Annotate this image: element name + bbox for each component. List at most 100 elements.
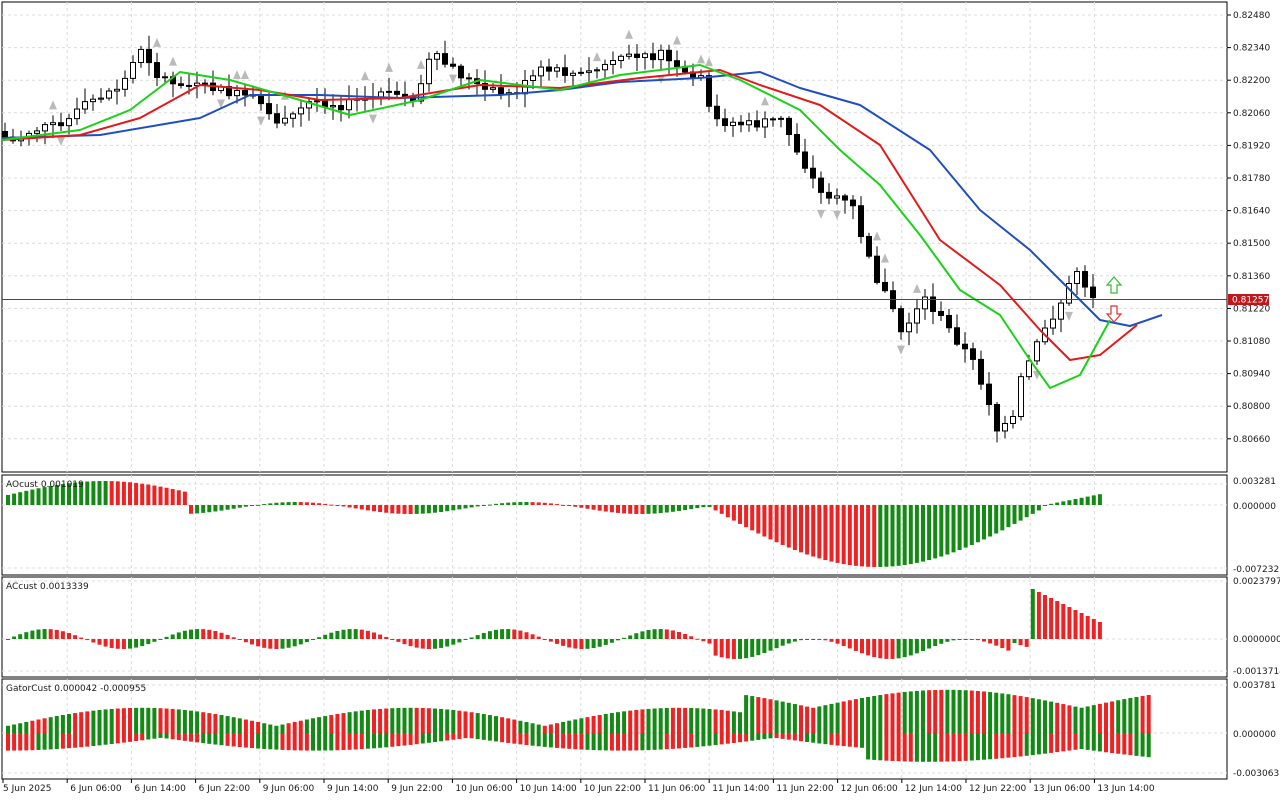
price-pane[interactable]: 0.82480 0.82340 0.82200 0.82060 0.81920 0.817… bbox=[1, 1, 1270, 473]
candle-body bbox=[842, 195, 848, 201]
ao-bar bbox=[847, 505, 852, 566]
ac-bar bbox=[1049, 598, 1054, 639]
gator-lower-bar bbox=[463, 733, 468, 739]
gator-lower-bar bbox=[487, 733, 492, 741]
ao-bar bbox=[744, 505, 749, 528]
gator-lower-bar bbox=[811, 733, 816, 743]
gator-lower-bar bbox=[439, 733, 444, 742]
down-arrow-icon bbox=[1105, 305, 1123, 323]
ao-bar bbox=[408, 505, 413, 514]
candle-body bbox=[530, 75, 536, 81]
ac-bar bbox=[768, 639, 773, 651]
gator-pane-frame bbox=[1, 678, 1228, 780]
candle bbox=[90, 94, 96, 111]
ao-bar bbox=[146, 484, 151, 505]
ac-bar bbox=[731, 639, 736, 659]
gator-lower-bar bbox=[823, 733, 828, 745]
gator-upper-bar bbox=[555, 723, 559, 733]
candlestick-series[interactable] bbox=[2, 35, 1096, 443]
ac-bar bbox=[365, 630, 370, 639]
ao-bar bbox=[988, 505, 993, 537]
ao-bar bbox=[664, 505, 669, 513]
gator-upper-bar bbox=[1012, 695, 1017, 733]
ao-bar bbox=[219, 505, 224, 511]
gator-upper-bar bbox=[957, 689, 962, 733]
candle bbox=[594, 67, 600, 79]
gator-lower-bar bbox=[573, 733, 578, 750]
gator-upper-bar bbox=[1110, 701, 1115, 733]
ac-bar bbox=[1036, 592, 1041, 639]
candle bbox=[906, 312, 912, 346]
gator-lower-bar bbox=[6, 733, 10, 751]
gator-lower-bar bbox=[725, 733, 730, 744]
candle-body bbox=[610, 60, 616, 65]
gator-upper-bar bbox=[1061, 704, 1066, 733]
gator-upper-bar bbox=[481, 714, 486, 733]
ao-bar bbox=[91, 481, 96, 505]
ac-bar bbox=[908, 639, 913, 656]
ao-bar bbox=[805, 505, 810, 555]
gator-lower-bar bbox=[420, 733, 425, 744]
candle-body bbox=[1018, 376, 1024, 417]
gator-upper-bar bbox=[817, 706, 822, 733]
candle bbox=[618, 54, 624, 69]
ac-bar bbox=[707, 639, 712, 644]
gator-upper-bar bbox=[67, 714, 71, 733]
gator-lower-bar bbox=[1061, 733, 1066, 752]
ac-bar bbox=[170, 634, 175, 639]
gator-upper-bar bbox=[853, 699, 858, 733]
ac-bar bbox=[152, 639, 157, 642]
gator-upper-bar bbox=[79, 712, 84, 733]
gator-upper-bar bbox=[646, 708, 651, 733]
ao-bar bbox=[121, 481, 126, 505]
ao-bar bbox=[457, 505, 462, 510]
gator-lower-bar bbox=[530, 733, 535, 746]
gator-upper-bar bbox=[731, 711, 736, 733]
ac-bar bbox=[835, 639, 840, 644]
gator-lower-bar bbox=[1079, 733, 1084, 750]
ac-bar bbox=[494, 629, 498, 639]
candle bbox=[738, 115, 744, 133]
ao-bar bbox=[603, 505, 608, 512]
gator-upper-bar bbox=[445, 709, 450, 733]
ao-pane[interactable]: AOcust 0.001019 0.003281 0.000000 -0.007… bbox=[1, 474, 1279, 576]
fractal-up-icon bbox=[697, 54, 705, 64]
gator-upper-bar bbox=[890, 693, 895, 733]
ac-pane[interactable]: ACcust 0.0013339 0.0023797 0.0000000 -0.… bbox=[1, 576, 1280, 678]
ac-bar bbox=[792, 639, 797, 642]
gator-pane[interactable]: GatorCust 0.000042 -0.000955 0.003781 0.… bbox=[1, 678, 1279, 780]
candle-body bbox=[50, 122, 56, 126]
candle bbox=[554, 64, 560, 78]
ac-bar bbox=[829, 639, 834, 642]
ao-bar bbox=[939, 505, 944, 557]
candle-body bbox=[274, 113, 280, 124]
ac-bar bbox=[1073, 610, 1078, 639]
gator-upper-bar bbox=[628, 710, 633, 733]
candle-body bbox=[570, 72, 576, 76]
ac-bar bbox=[841, 639, 846, 646]
ao-bar bbox=[414, 505, 419, 514]
ac-bar bbox=[256, 639, 261, 647]
ao-bar bbox=[323, 503, 328, 505]
gator-lower-bar bbox=[12, 733, 17, 751]
gator-upper-bar bbox=[1134, 696, 1139, 733]
ao-bar bbox=[439, 505, 444, 513]
gator-lower-bar bbox=[1091, 733, 1096, 751]
candle-body bbox=[738, 121, 744, 126]
price-scale-label: 0.81780 bbox=[1233, 174, 1270, 184]
candle bbox=[58, 112, 64, 132]
fractal-up-icon bbox=[625, 29, 633, 39]
gator-upper-bar bbox=[158, 708, 163, 733]
gator-lower-bar bbox=[567, 733, 572, 749]
ao-bar bbox=[597, 505, 602, 511]
gator-upper-bar bbox=[677, 707, 681, 733]
candle bbox=[1002, 415, 1008, 439]
time-axis-label: 11 Jun 14:00 bbox=[712, 784, 769, 794]
ac-bar bbox=[146, 639, 151, 645]
gator-lower-bar bbox=[36, 733, 41, 750]
candle-body bbox=[346, 98, 352, 111]
ac-title: ACcust 0.0013339 bbox=[6, 582, 89, 592]
price-scale-label: 0.82200 bbox=[1233, 76, 1270, 86]
gator-upper-bar bbox=[18, 723, 23, 733]
